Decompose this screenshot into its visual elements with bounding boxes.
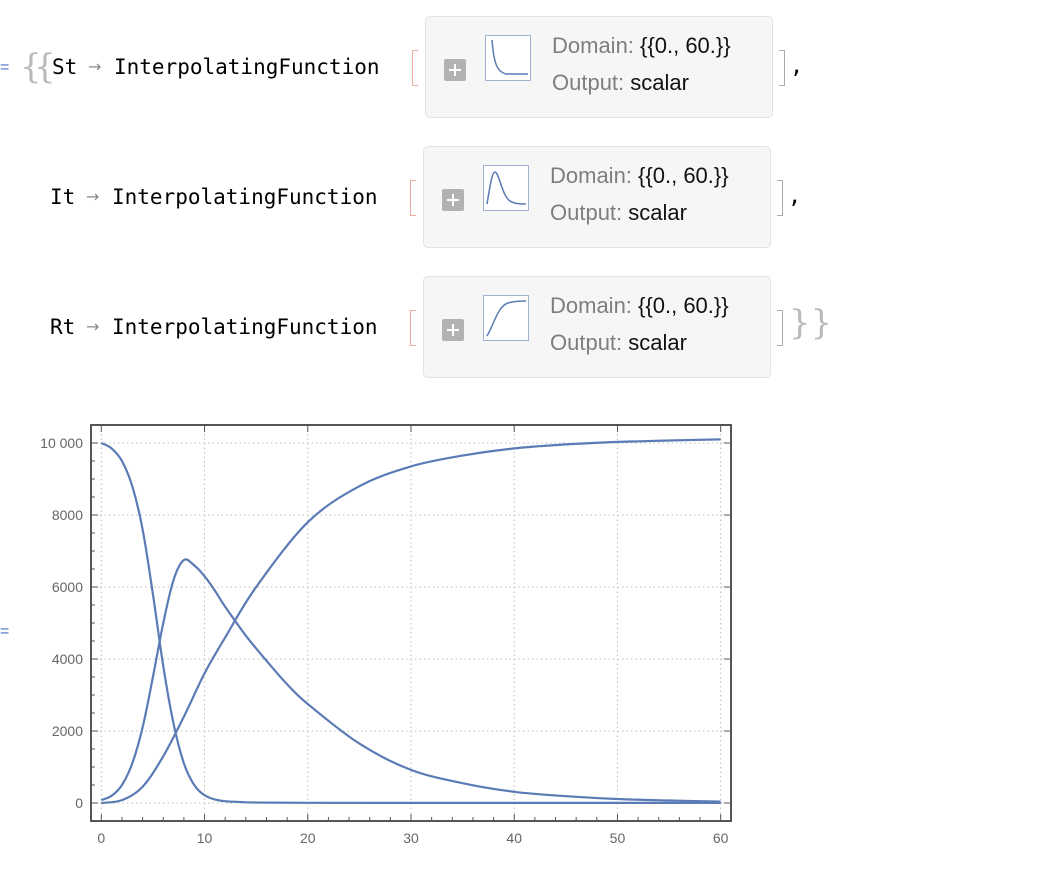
domain-value: {{0., 60.}} xyxy=(638,163,729,188)
interpolating-function-summary[interactable]: Domain: {{0., 60.}} Output: scalar xyxy=(423,146,771,248)
x-tick-label: 0 xyxy=(97,830,105,846)
closing-braces: }} xyxy=(789,303,833,343)
separator-comma: , xyxy=(788,184,802,209)
y-tick-label: 4000 xyxy=(52,651,83,667)
outer-open-brace: { xyxy=(20,47,42,87)
domain-label: Domain: xyxy=(550,293,632,318)
it-curve xyxy=(100,558,721,803)
rule-rt: Rt → InterpolatingFunction Domain: {{0.,… xyxy=(0,276,833,380)
output-marker: = xyxy=(0,59,10,76)
open-bracket xyxy=(412,50,418,86)
st-curve xyxy=(100,442,721,804)
domain-label: Domain: xyxy=(550,163,632,188)
rt-curve xyxy=(101,438,721,805)
rule-st: St → InterpolatingFunction Domain: {{0.,… xyxy=(0,16,820,120)
x-tick-label: 10 xyxy=(197,830,213,846)
x-tick-label: 60 xyxy=(713,830,729,846)
sir-plot: 0 10 20 30 40 50 60 0 2000 4000 6000 8000 10 000 xyxy=(40,424,732,846)
close-bracket xyxy=(777,180,783,216)
y-tick-label: 8000 xyxy=(52,507,83,523)
inner-open-brace: { xyxy=(34,47,56,87)
domain-value: {{0., 60.}} xyxy=(640,33,731,58)
close-bracket xyxy=(777,310,783,346)
separator-comma: , xyxy=(790,54,804,79)
rule-arrow: → xyxy=(86,187,100,206)
rule-function-name: InterpolatingFunction xyxy=(114,55,380,79)
interpolating-function-summary[interactable]: Domain: {{0., 60.}} Output: scalar xyxy=(423,276,771,378)
output-label: Output: xyxy=(552,70,625,95)
x-tick-label: 40 xyxy=(506,830,522,846)
expand-plus-icon[interactable] xyxy=(444,59,466,81)
x-tick-label: 50 xyxy=(610,830,626,846)
rule-arrow: → xyxy=(88,57,102,76)
curves xyxy=(100,438,721,805)
rising-curve-icon xyxy=(483,295,529,341)
domain-value: {{0., 60.}} xyxy=(638,293,729,318)
peak-curve-icon xyxy=(483,165,529,211)
y-tick-label: 10 000 xyxy=(40,435,83,451)
interpolating-function-summary[interactable]: Domain: {{0., 60.}} Output: scalar xyxy=(425,16,773,118)
output-value: scalar xyxy=(628,330,687,355)
output-value: scalar xyxy=(630,70,689,95)
x-tick-label: 20 xyxy=(300,830,316,846)
grid xyxy=(91,425,731,821)
y-tick-label: 0 xyxy=(75,795,83,811)
output-label: Output: xyxy=(550,200,623,225)
output-value: scalar xyxy=(628,200,687,225)
domain-label: Domain: xyxy=(552,33,634,58)
x-tick-label: 30 xyxy=(403,830,419,846)
expand-plus-icon[interactable] xyxy=(442,319,464,341)
ticks: 0 10 20 30 40 50 60 0 2000 4000 6000 8000 10 000 xyxy=(40,425,731,846)
y-tick-label: 6000 xyxy=(52,579,83,595)
output-label: Output: xyxy=(550,330,623,355)
rule-symbol: It xyxy=(50,185,76,209)
close-bracket xyxy=(779,50,785,86)
open-bracket xyxy=(410,180,416,216)
rule-function-name: InterpolatingFunction xyxy=(112,185,378,209)
y-tick-label: 2000 xyxy=(52,723,83,739)
open-bracket xyxy=(410,310,416,346)
rule-symbol: Rt xyxy=(50,315,76,339)
rule-arrow: → xyxy=(86,317,100,336)
decaying-curve-icon xyxy=(485,35,531,81)
rule-symbol: St xyxy=(52,55,78,79)
rule-function-name: InterpolatingFunction xyxy=(112,315,378,339)
expand-plus-icon[interactable] xyxy=(442,189,464,211)
plot-output-marker: = xyxy=(0,623,10,640)
rule-it: It → InterpolatingFunction Domain: {{0.,… xyxy=(0,146,820,250)
